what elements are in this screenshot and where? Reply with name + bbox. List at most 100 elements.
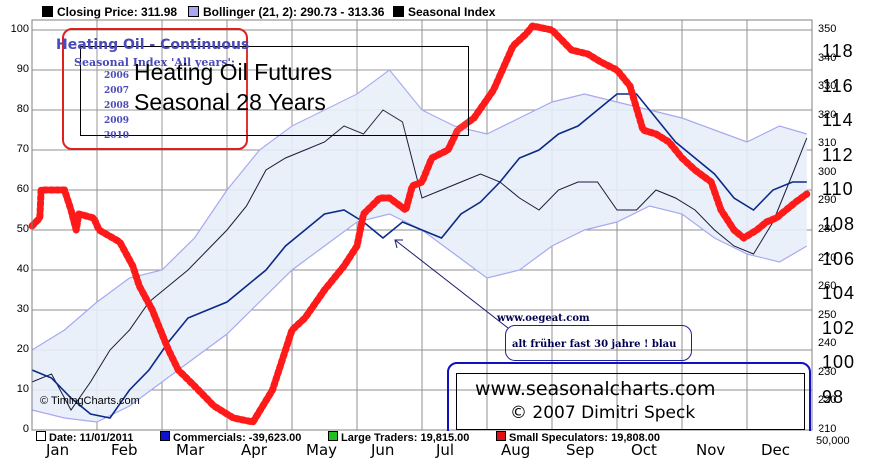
month-tick-label: Oct — [631, 441, 657, 459]
left-axis-tick-label: 30 — [16, 303, 29, 315]
bottom-legend-date: Date: 11/01/2011 — [36, 431, 133, 444]
bollinger-band-fill — [32, 70, 807, 422]
headline-line-1: Heating Oil Futures — [134, 59, 333, 85]
legend-seasonal-label: Seasonal Index — [408, 5, 496, 19]
left-axis-tick-label: 100 — [10, 23, 29, 35]
legend-bollinger-label: Bollinger (21, 2): 290.73 - 313.36 — [203, 5, 385, 19]
left-axis-tick-label: 20 — [16, 343, 29, 355]
commercials-label: Commercials: -39,623.00 — [173, 432, 302, 444]
month-tick-label: Mar — [176, 441, 205, 459]
month-tick-label: Apr — [241, 441, 267, 459]
bollinger-upper-line — [31, 69, 807, 351]
price-axis-tick-label: 330 — [818, 80, 837, 93]
left-axis-tick-label: 90 — [16, 63, 29, 75]
right-price-axis: 210 220 230 240 250 260 270 280 290 300 310 320 330 3… — [812, 20, 871, 440]
month-tick-label: Aug — [501, 441, 531, 459]
legend-seasonal: Seasonal Index — [393, 5, 495, 19]
left-axis-tick-label: 50 — [16, 223, 29, 235]
headline-line-2: Seasonal 28 Years — [134, 89, 326, 115]
seasonal-axis-tick-label: 102 — [822, 317, 856, 338]
price-axis-tick-label: 240 — [818, 337, 837, 350]
price-axis-tick-label: 320 — [818, 108, 837, 121]
plot-frame — [31, 19, 813, 431]
price-axis-tick-label: 260 — [818, 280, 837, 293]
month-tick-label: Sep — [566, 441, 595, 459]
left-axis-tick-label: 70 — [16, 143, 29, 155]
annotation-note-box — [505, 325, 692, 361]
annotation-arrow-head — [394, 239, 403, 249]
month-tick-label: Jul — [436, 441, 455, 459]
closing-price-line — [31, 109, 808, 411]
heating-oil-title: Heating Oil - Continuous — [56, 37, 250, 53]
price-axis-tick-label: 300 — [818, 165, 837, 178]
commercials-swatch — [160, 431, 170, 441]
price-axis-tick-label: 280 — [818, 223, 837, 235]
top-legend: Closing Price: 311.98 Bollinger (21, 2):… — [0, 0, 871, 22]
month-tick-label: Jun — [371, 441, 395, 459]
seasonal-axis-tick-label: 104 — [822, 283, 856, 304]
credit-box-inner — [456, 373, 805, 430]
month-tick-label: Feb — [111, 441, 138, 459]
left-axis: 0 10 20 30 40 50 60 70 80 90 100 — [0, 20, 32, 440]
seasonal-overlay-blue-line — [31, 93, 807, 419]
bottom-legend-small-specs: Small Speculators: 19,808.00 — [496, 431, 660, 444]
year-label: 2010 — [104, 131, 130, 141]
price-axis-tick-label: 250 — [818, 308, 837, 321]
left-axis-tick-label: 40 — [16, 263, 29, 275]
date-swatch — [36, 431, 46, 441]
annotation-note: alt früher fast 30 jahre ! blau — [512, 339, 677, 350]
legend-bollinger: Bollinger (21, 2): 290.73 - 313.36 — [188, 5, 384, 19]
large-traders-label: Large Traders: 19,815.00 — [341, 432, 470, 444]
price-axis-tick-label: 350 — [818, 23, 837, 35]
small-specs-swatch — [496, 431, 506, 441]
year-label: 2008 — [104, 101, 130, 111]
watermark: © TimingCharts.com — [40, 395, 140, 407]
bollinger-swatch — [188, 6, 199, 17]
closing-price-swatch — [42, 6, 53, 17]
price-axis-tick-label: 340 — [818, 51, 837, 64]
month-tick-label: May — [306, 441, 338, 459]
price-axis-tick-label: 220 — [818, 394, 837, 407]
seasonal-info-box — [62, 28, 248, 150]
seasonal-axis-tick-label: 112 — [822, 144, 854, 165]
price-axis-tick-label: 210 — [818, 423, 837, 435]
legend-closing-price: Closing Price: 311.98 — [42, 5, 177, 19]
credit-url: www.seasonalcharts.com — [475, 378, 716, 400]
price-axis-tick-label: 270 — [818, 251, 837, 264]
annotation-url: www.oegeat.com — [497, 313, 590, 324]
bottom-legend-commercials: Commercials: -39,623.00 — [160, 431, 301, 444]
price-axis-tick-label: 290 — [818, 194, 837, 207]
credit-copyright: © 2007 Dimitri Speck — [510, 403, 696, 423]
year-label: 2006 — [104, 71, 130, 81]
headline-box — [80, 46, 469, 136]
left-axis-tick-label: 10 — [16, 383, 29, 395]
price-axis-tick-label: 310 — [818, 137, 837, 150]
seasonal-axis-tick-label: 100 — [822, 352, 856, 373]
seasonal-axis-tick-label: 118 — [822, 41, 854, 61]
left-axis-tick-label: 60 — [16, 183, 29, 195]
price-axis-tick-label: 230 — [818, 365, 837, 378]
bottom-legend: Date: 11/01/2011 Commercials: -39,623.00… — [30, 431, 820, 444]
seasonal-axis-tick-label: 114 — [822, 110, 854, 131]
volume-axis-label: 50,000 — [816, 435, 850, 447]
seasonal-index-subtitle: Seasonal Index 'All years': — [74, 56, 235, 69]
seasonal-overlay-red-line — [28, 22, 811, 426]
left-axis-tick-label: 0 — [22, 423, 29, 435]
month-tick-label: Jan — [46, 441, 70, 459]
seasonal-axis-tick-label: 108 — [822, 214, 856, 234]
year-label: 2007 — [104, 86, 130, 96]
month-tick-label: Nov — [696, 441, 726, 459]
seasonal-axis-tick-label: 116 — [822, 75, 854, 96]
large-traders-swatch — [328, 431, 338, 441]
date-label: Date: 11/01/2011 — [49, 432, 134, 444]
seasonal-axis-tick-label: 98 — [822, 387, 845, 407]
month-tick-label: Dec — [761, 441, 791, 459]
small-specs-label: Small Speculators: 19,808.00 — [509, 432, 661, 444]
year-label: 2009 — [104, 116, 130, 126]
seasonal-axis-tick-label: 106 — [822, 248, 856, 269]
seasonal-axis-tick-label: 110 — [822, 179, 854, 200]
seasonal-swatch — [393, 6, 404, 17]
annotation-arrow-line — [394, 239, 509, 329]
bottom-legend-large-traders: Large Traders: 19,815.00 — [328, 431, 469, 444]
